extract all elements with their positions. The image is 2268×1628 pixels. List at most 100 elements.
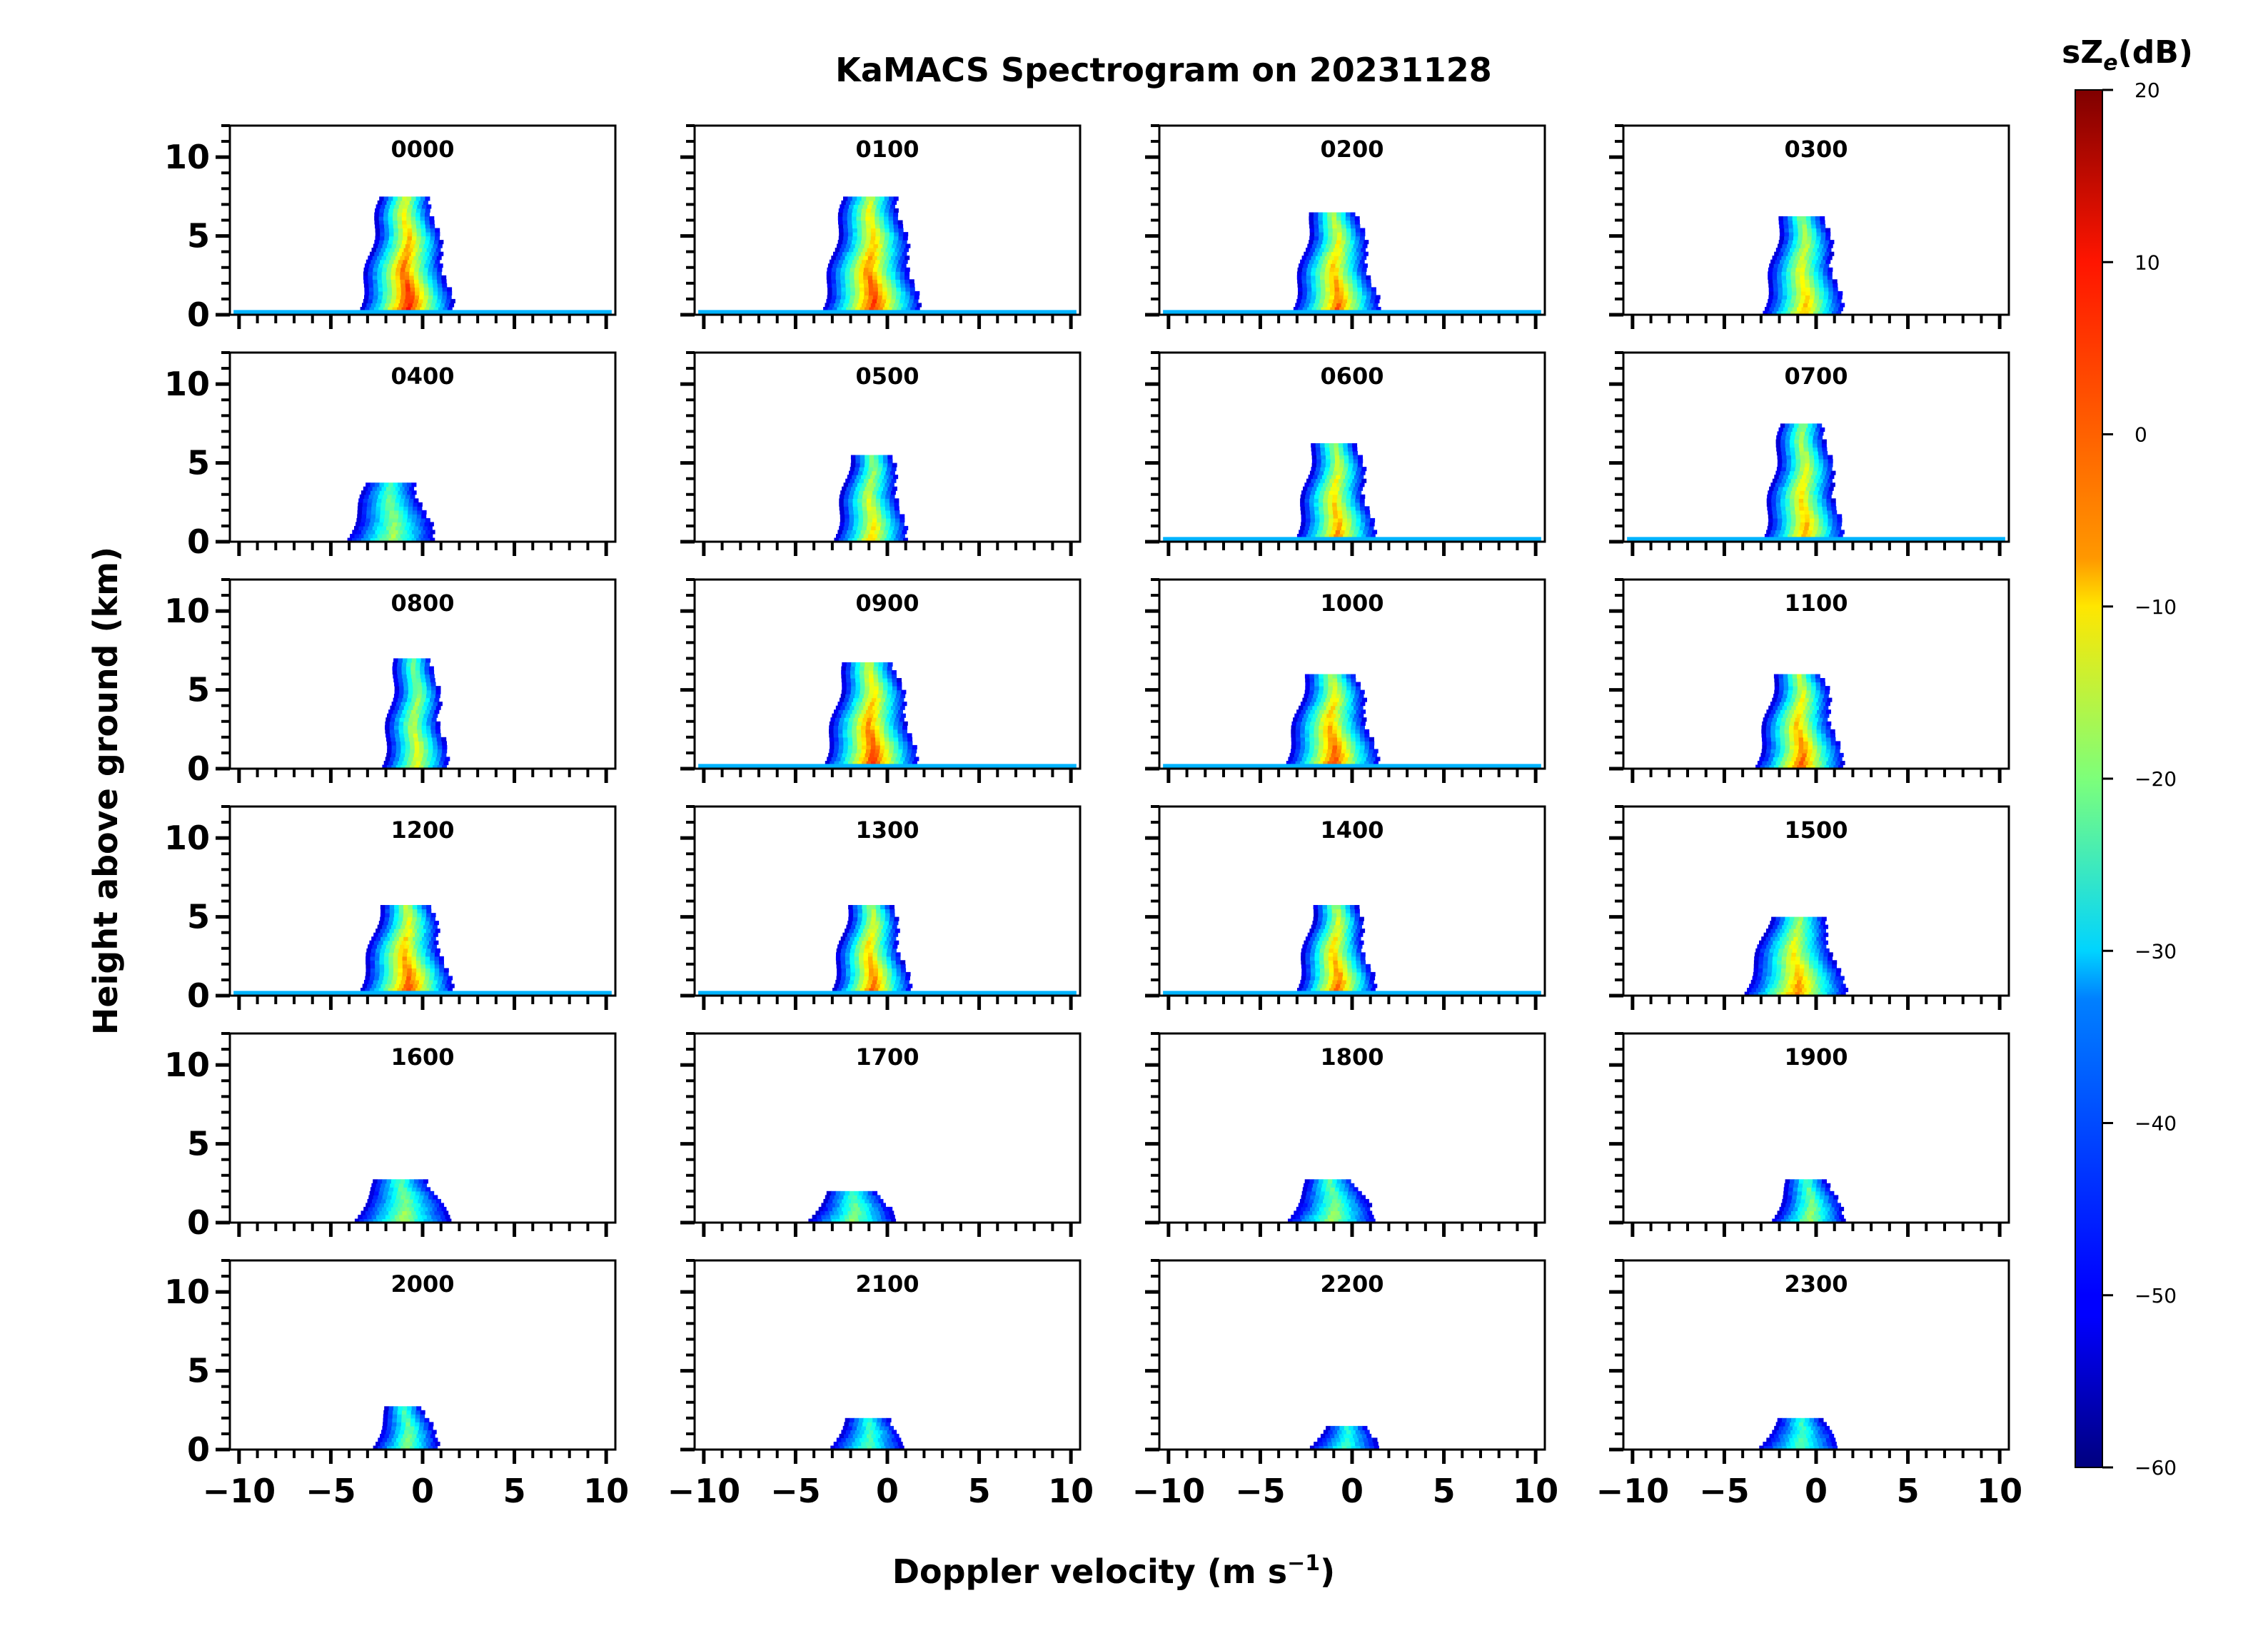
spectrum-cell [406,674,412,679]
spectrum-cell [432,752,438,757]
spectrum-cell [1830,502,1836,507]
spectrum-cell [1803,506,1809,511]
spectrum-cell [851,486,856,491]
spectrum-cell [855,666,860,671]
spectrum-cell [392,670,398,675]
spectrum-cell [1778,427,1784,432]
spectrum-cell [1319,298,1325,303]
spectrum-cell [843,498,849,503]
spectrum-cell [413,686,418,691]
spectrum-cell [1777,510,1782,515]
spectrum-cell [1829,240,1835,245]
spectrum-cell [891,757,897,762]
spectrum-cell [1314,682,1320,687]
spectrum-cell [880,502,886,507]
spectrum-cell [381,298,387,303]
spectrum-cell [1807,482,1813,487]
spectrum-cell [1321,713,1327,718]
spectrum-cell [1786,517,1792,522]
spectrogram-panel: 1100 [1609,578,2010,783]
spectrum-cell [1798,725,1803,730]
spectrum-cell [1314,506,1319,511]
spectrum-cell [1818,310,1823,315]
spectrum-cell [368,279,373,284]
spectrum-cell [395,741,401,746]
spectrum-cell [1766,721,1772,726]
spectrum-cell [1302,290,1308,295]
spectrum-cell [429,240,435,245]
spectrum-cell [863,271,869,276]
spectrum-cell [852,216,857,221]
spectrum-cell [1819,694,1825,699]
spectrum-cell [1797,427,1803,432]
spectrum-cell [876,248,882,253]
spectrum-cell [840,248,845,253]
spectrum-cell [854,279,860,284]
ground-clutter-band [698,310,1077,315]
spectrum-cell [1334,451,1340,456]
spectrum-cell [858,510,863,515]
spectrum-cell [1798,709,1804,714]
spectrum-cell [415,697,421,702]
spectrum-cell [1339,459,1345,464]
spectrum-cell [1346,702,1352,707]
spectrum-cell [845,534,850,539]
spectrum-cell [1357,717,1363,722]
spectrum-cell [1331,694,1336,699]
spectrum-cell [1353,290,1359,295]
spectrum-cell [872,275,877,280]
spectrum-cell [364,522,370,527]
spectrum-cell [1784,725,1790,730]
spectrum-cell [838,709,844,714]
spectrum-cell [1762,761,1768,766]
spectrum-cell [882,200,888,205]
spectrum-cell [1785,470,1790,475]
spectrum-cell [393,709,398,714]
spectrum-cell [431,686,437,691]
spectrum-cell [390,200,396,205]
spectrum-cell [436,271,442,276]
spectrum-cell [1328,686,1334,691]
spectrum-cell [1324,271,1330,276]
spectrum-cell [882,256,887,261]
spectrum-cell [1319,236,1324,241]
spectrum-cell [1319,741,1324,746]
spectrum-cell [1354,475,1359,480]
spectrum-cell [405,287,411,292]
spectrum-cell [1309,470,1315,475]
spectrum-cell [857,502,862,507]
spectrum-cell [1816,729,1822,734]
spectrum-cell [871,498,877,503]
spectrum-cell [863,267,869,272]
spectrum-cell [1765,725,1771,730]
spectrum-cell [417,984,423,989]
spectrum-cell [1835,749,1840,754]
spectrum-cell [1808,443,1813,448]
spectrum-cell [419,295,425,300]
spectrum-cell [1335,752,1341,757]
spectrum-cell [1344,530,1350,535]
spectrum-cell [1837,295,1843,300]
spectrum-cell [1814,283,1820,288]
spectrum-cell [859,478,865,483]
spectrum-cell [1365,517,1371,522]
spectrum-cell [1329,271,1334,276]
spectrum-cell [1343,295,1349,300]
spectrum-cell [369,307,375,312]
spectrum-cell [402,490,408,495]
spectrum-cell [1330,486,1336,491]
spectrum-cell [1765,752,1770,757]
spectrum-cell [870,220,875,225]
spectrum-cell [857,303,862,308]
spectrum-cell [1805,517,1810,522]
spectrum-cell [1334,256,1339,261]
spectrum-cell [1353,451,1358,456]
spectrum-cell [837,702,843,707]
spectrum-cell [850,713,856,718]
spectrum-cell [1306,256,1311,261]
spectrum-cell [909,757,914,762]
spectrum-cell [396,494,402,499]
spectrum-cell [1793,689,1798,694]
spectrum-cell [866,236,872,241]
spectrum-cell [1338,248,1343,253]
